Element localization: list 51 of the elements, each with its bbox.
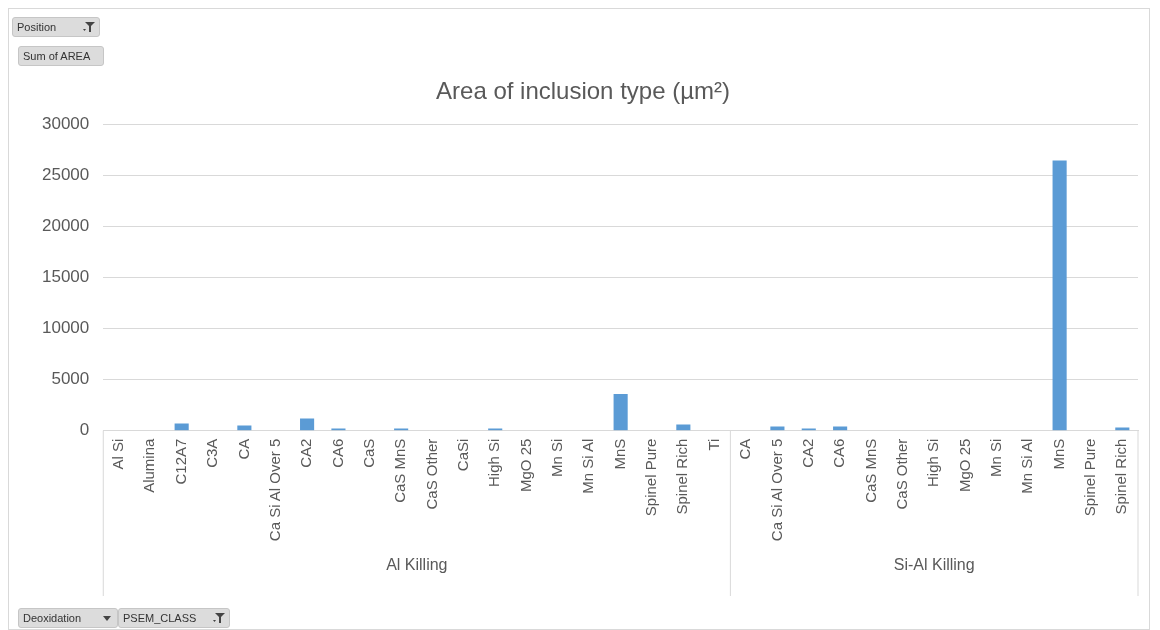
y-tick-label: 10000 xyxy=(41,318,90,338)
x-tick-label: CA xyxy=(234,438,252,460)
x-tick-label: CA2 xyxy=(798,438,816,468)
text: PSEM_CLASS xyxy=(123,612,197,624)
x-tick-label: C12A7 xyxy=(171,438,189,485)
x-tick-label: Spinel Rich xyxy=(673,438,691,515)
x-tick-label: Ca Si Al Over 5 xyxy=(767,438,785,542)
bar xyxy=(174,423,189,431)
y-tick-label: 5000 xyxy=(51,369,90,389)
x-tick-label: MnS xyxy=(1049,438,1067,470)
x-tick-label: CaS xyxy=(359,438,377,468)
x-tick-label: MgO 25 xyxy=(516,438,534,492)
bar xyxy=(300,418,315,431)
chart-title: Area of inclusion type (µm²) xyxy=(436,77,730,105)
x-tick-label: Al Si xyxy=(109,438,127,470)
x-tick-label: MnS xyxy=(610,438,628,470)
text: Sum of AREA xyxy=(23,50,91,62)
x-tick-label: CaS MnS xyxy=(861,438,879,503)
x-tick-label: CA xyxy=(736,438,754,460)
x-tick-label: Alumina xyxy=(140,437,158,493)
x-tick-label: High Si xyxy=(485,438,503,487)
y-tick-label: 30000 xyxy=(41,114,90,134)
x-tick-label: CA2 xyxy=(297,438,315,468)
x-tick-label: MgO 25 xyxy=(955,438,973,492)
y-tick-label: 15000 xyxy=(41,267,90,287)
x-tick-label: Spinel Rich xyxy=(1112,438,1130,515)
x-tick-label: C3A xyxy=(203,438,221,468)
text: Deoxidation xyxy=(23,612,82,624)
x-tick-label: CaS Other xyxy=(892,438,910,510)
x-tick-label: CA6 xyxy=(830,438,848,468)
x-tick-label: CA6 xyxy=(328,438,346,468)
x-tick-label: Mn Si Al xyxy=(1018,438,1036,494)
x-tick-label: Mn Si Al xyxy=(579,438,597,494)
bar xyxy=(1052,160,1067,431)
x-tick-label: Mn Si xyxy=(987,438,1005,477)
x-tick-label: CaS Other xyxy=(422,438,440,510)
x-tick-label: Spinel Pure xyxy=(642,438,660,517)
x-tick-label: CaSi xyxy=(454,438,471,472)
x-tick-label: Mn Si xyxy=(548,438,566,477)
text: Al Killing xyxy=(386,556,448,574)
bar xyxy=(613,393,628,431)
x-tick-label: Ti xyxy=(704,438,722,451)
x-tick-label: High Si xyxy=(924,438,942,487)
y-tick-label: 0 xyxy=(79,420,90,440)
x-tick-label: CaS MnS xyxy=(391,438,409,503)
y-tick-label: 25000 xyxy=(41,165,90,185)
y-tick-label: 20000 xyxy=(41,216,90,236)
x-tick-label: Ca Si Al Over 5 xyxy=(265,438,283,542)
x-tick-label: Spinel Pure xyxy=(1081,438,1099,517)
text: Position xyxy=(17,21,57,33)
text: Si-Al Killing xyxy=(893,556,975,574)
